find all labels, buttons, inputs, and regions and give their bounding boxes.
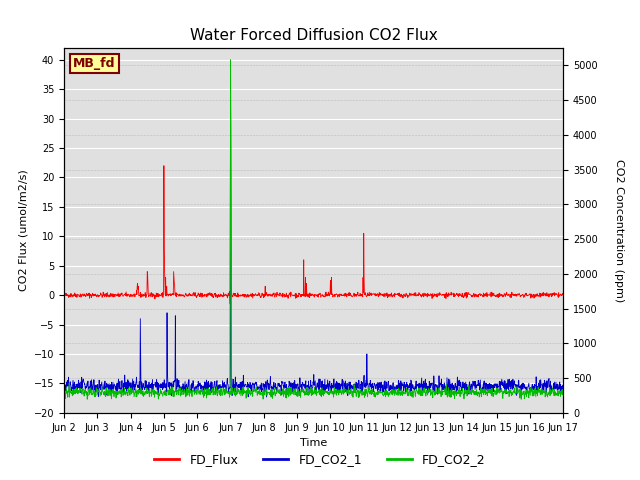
Y-axis label: CO2 Flux (umol/m2/s): CO2 Flux (umol/m2/s) [18, 169, 28, 291]
Y-axis label: CO2 Concentration (ppm): CO2 Concentration (ppm) [614, 159, 625, 302]
Legend: FD_Flux, FD_CO2_1, FD_CO2_2: FD_Flux, FD_CO2_1, FD_CO2_2 [149, 448, 491, 471]
Title: Water Forced Diffusion CO2 Flux: Water Forced Diffusion CO2 Flux [189, 28, 438, 43]
X-axis label: Time: Time [300, 438, 327, 448]
Text: MB_fd: MB_fd [73, 57, 115, 70]
